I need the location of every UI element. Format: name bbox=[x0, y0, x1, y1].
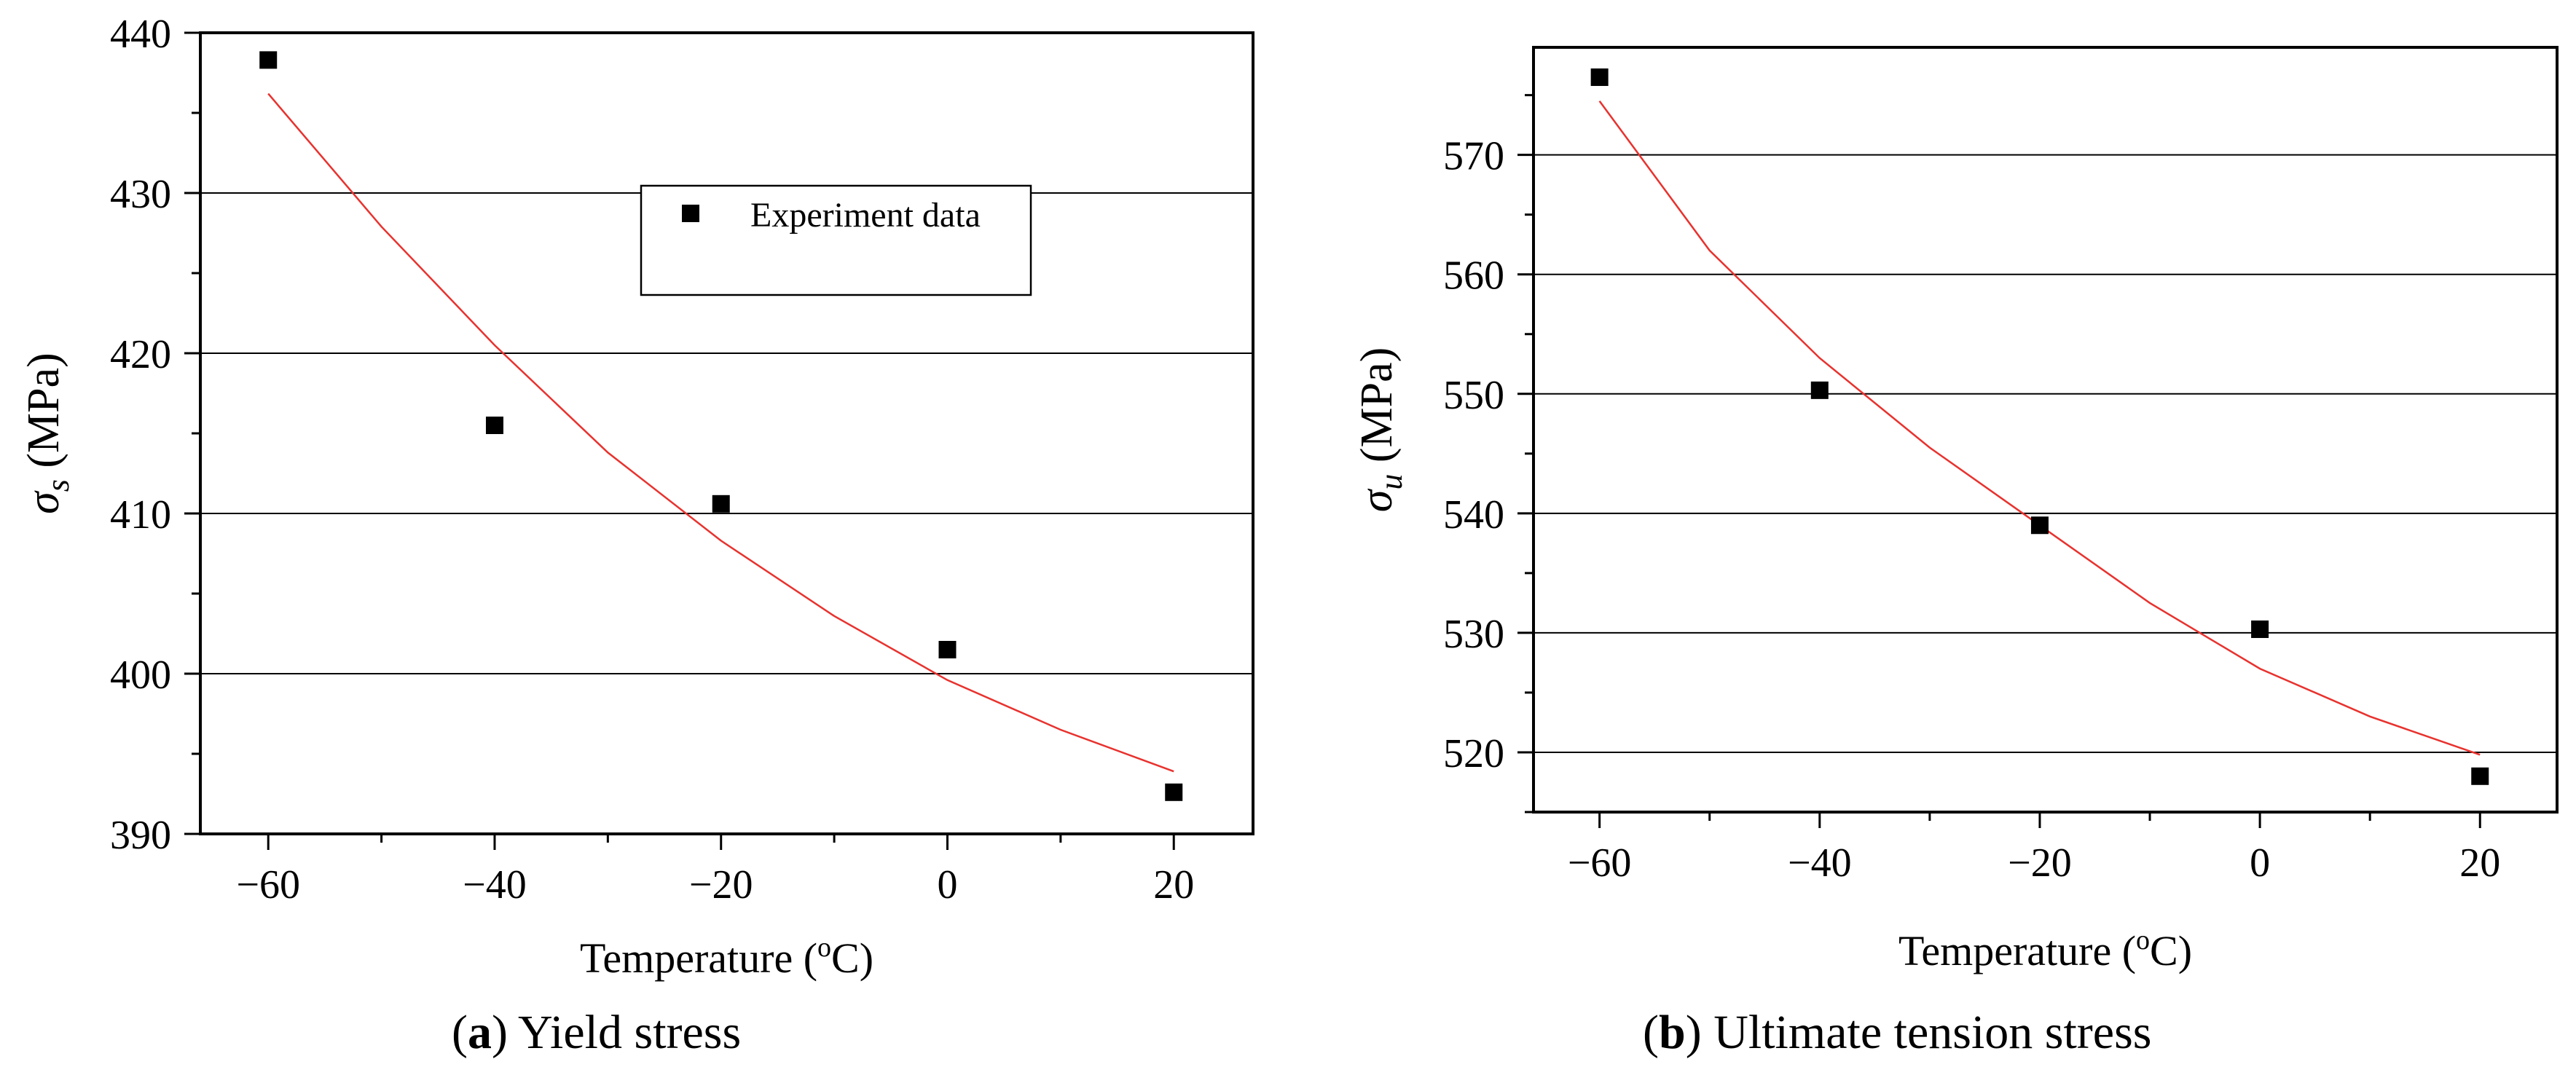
x-tick-label-b-1: −40 bbox=[1788, 840, 1852, 886]
data-point-a-0 bbox=[259, 51, 278, 69]
y-tick-label-a-4: 430 bbox=[110, 172, 171, 217]
fit-curve-a bbox=[267, 92, 1174, 773]
legend-box-a bbox=[640, 184, 1032, 296]
caption-a: (a) Yield stress bbox=[452, 1006, 742, 1059]
chart-area: −60 −40 −20 0 20 390 400 410 420 430 440 Temperatur… bbox=[19, 12, 2559, 982]
caption-a-text: Yield stress bbox=[507, 1006, 742, 1059]
data-point-a-3 bbox=[938, 641, 957, 658]
x-tick-label-b-4: 20 bbox=[2459, 840, 2500, 886]
y-tick-label-b-2: 540 bbox=[1443, 492, 1504, 537]
x-tick-label-a-3: 0 bbox=[937, 862, 957, 907]
x-tick-label-b-0: −60 bbox=[1568, 840, 1632, 886]
y-tick-label-b-3: 550 bbox=[1443, 373, 1504, 418]
x-tick-label-b-2: −20 bbox=[2008, 840, 2072, 886]
x-axis-label-a: Temperature (oC) bbox=[580, 932, 873, 982]
x-tick-label-b-3: 0 bbox=[2250, 840, 2270, 886]
data-point-b-4 bbox=[2471, 767, 2489, 785]
y-tick-label-a-2: 410 bbox=[110, 492, 171, 537]
x-tick-label-a-1: −40 bbox=[463, 862, 527, 907]
data-point-b-2 bbox=[2030, 516, 2049, 535]
y-tick-label-a-5: 440 bbox=[110, 12, 171, 57]
data-point-a-2 bbox=[712, 495, 730, 513]
x-tick-label-a-0: −60 bbox=[236, 862, 300, 907]
chart-b: −60 −40 −20 0 20 520 530 540 550 560 570 Temperatur… bbox=[1352, 46, 2559, 974]
legend-marker-a bbox=[682, 205, 699, 222]
caption-b-text: Ultimate tension stress bbox=[1701, 1006, 2152, 1059]
y-tick-label-a-1: 400 bbox=[110, 653, 171, 698]
legend-label-a: Experiment data bbox=[750, 196, 981, 235]
data-point-a-4 bbox=[1165, 783, 1183, 801]
x-tick-label-a-2: −20 bbox=[689, 862, 753, 907]
plot-frame-a bbox=[199, 31, 1254, 835]
y-tick-label-b-5: 570 bbox=[1443, 134, 1504, 179]
data-point-b-1 bbox=[1810, 381, 1829, 399]
x-tick-label-a-4: 20 bbox=[1153, 862, 1194, 907]
data-point-a-1 bbox=[485, 417, 503, 434]
x-axis-label-b: Temperature (oC) bbox=[1898, 925, 2192, 974]
y-tick-label-b-1: 530 bbox=[1443, 612, 1504, 657]
caption-b-letter: b bbox=[1658, 1006, 1686, 1059]
y-tick-label-b-0: 520 bbox=[1443, 731, 1504, 776]
chart-a: −60 −40 −20 0 20 390 400 410 420 430 440 Temperatur… bbox=[19, 12, 1254, 982]
y-tick-label-b-4: 560 bbox=[1443, 253, 1504, 299]
y-axis-label-b: σu (MPa) bbox=[1352, 347, 1409, 513]
caption-b: (b) Ultimate tension stress bbox=[1643, 1006, 2152, 1059]
data-point-b-3 bbox=[2251, 620, 2269, 638]
caption-a-letter: a bbox=[467, 1006, 492, 1059]
data-point-b-0 bbox=[1590, 68, 1609, 87]
y-tick-label-a-0: 390 bbox=[110, 813, 171, 858]
y-axis-label-a: σs (MPa) bbox=[19, 352, 76, 514]
y-tick-label-a-3: 420 bbox=[110, 332, 171, 377]
plot-frame-b bbox=[1532, 46, 2559, 814]
fit-curve-b bbox=[1598, 101, 2481, 756]
